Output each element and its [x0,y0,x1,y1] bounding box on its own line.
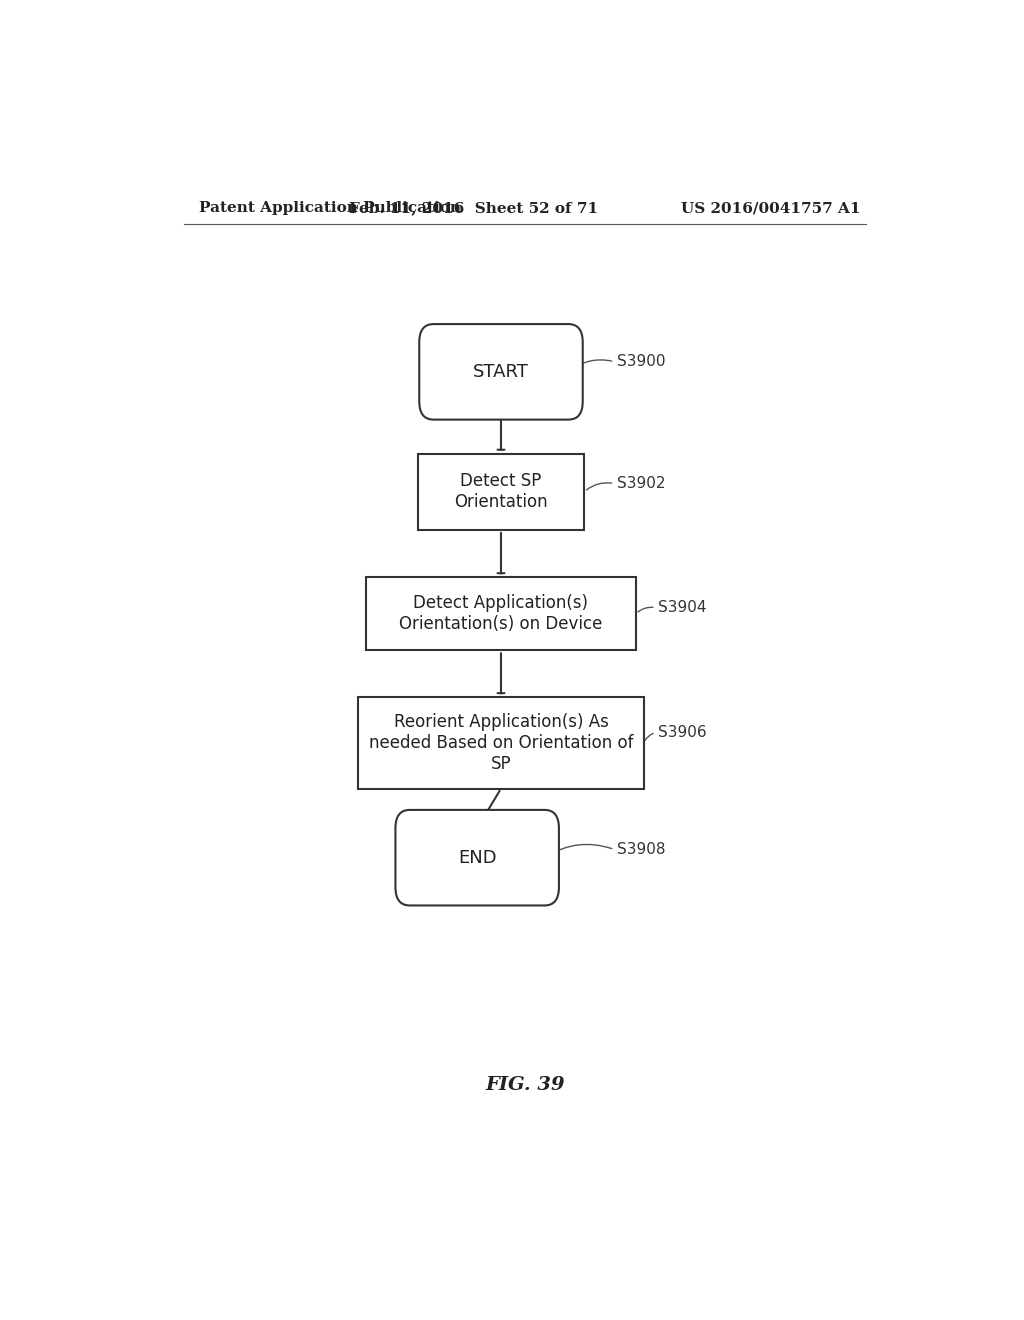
Text: S3902: S3902 [616,477,666,491]
Text: S3900: S3900 [616,354,666,370]
Text: S3906: S3906 [658,725,707,741]
Text: S3904: S3904 [658,601,707,615]
FancyBboxPatch shape [418,454,585,529]
Text: END: END [458,849,497,867]
Text: US 2016/0041757 A1: US 2016/0041757 A1 [681,201,860,215]
Text: FIG. 39: FIG. 39 [485,1076,564,1094]
Text: S3908: S3908 [616,842,666,857]
Text: Patent Application Publication: Patent Application Publication [200,201,462,215]
FancyBboxPatch shape [419,325,583,420]
FancyBboxPatch shape [395,810,559,906]
FancyBboxPatch shape [366,577,636,651]
Text: Reorient Application(s) As
needed Based on Orientation of
SP: Reorient Application(s) As needed Based … [369,713,633,772]
Text: Feb. 11, 2016  Sheet 52 of 71: Feb. 11, 2016 Sheet 52 of 71 [348,201,598,215]
Text: START: START [473,363,529,381]
FancyBboxPatch shape [358,697,644,788]
Text: Detect Application(s)
Orientation(s) on Device: Detect Application(s) Orientation(s) on … [399,594,603,634]
Text: Detect SP
Orientation: Detect SP Orientation [455,473,548,511]
